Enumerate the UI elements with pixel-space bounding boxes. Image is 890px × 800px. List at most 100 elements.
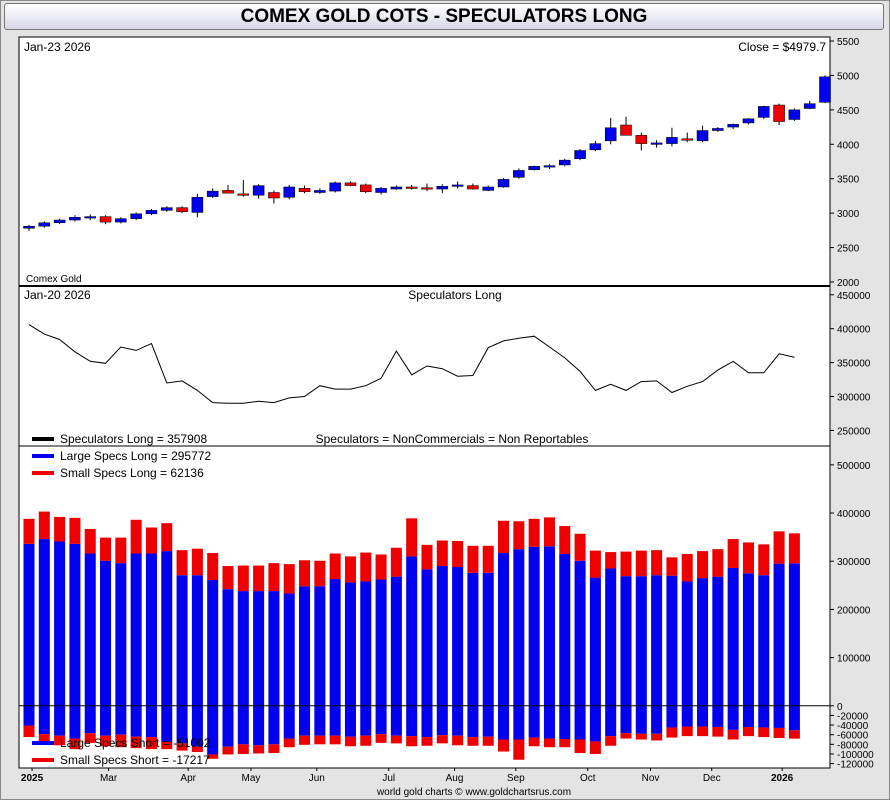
price-candle: [421, 187, 433, 190]
small-specs-long-bar: [145, 527, 157, 554]
line-date-label: Jan-20 2026: [24, 288, 91, 302]
large-specs-long-bar: [589, 577, 601, 706]
small-specs-short-bar: [100, 735, 112, 747]
price-candle: [69, 217, 81, 221]
small-specs-long-bar: [84, 528, 96, 554]
large-specs-short-bar: [130, 705, 142, 737]
small-specs-long-bar: [299, 560, 311, 587]
large-specs-short-bar: [299, 705, 311, 736]
price-candle: [283, 186, 295, 198]
price-candle: [176, 207, 188, 213]
large-specs-long-bar: [54, 541, 66, 706]
small-specs-long-bar: [268, 563, 280, 592]
price-candle: [99, 216, 112, 223]
large-specs-long-bar: [773, 563, 785, 706]
small-specs-short-bar: [559, 739, 571, 748]
small-specs-short-bar: [651, 733, 663, 741]
small-specs-long-bar: [467, 545, 479, 573]
small-specs-short-bar: [115, 734, 127, 748]
small-specs-short-bar: [268, 744, 280, 753]
large-specs-short-bar: [84, 705, 96, 734]
small-specs-long-bar: [421, 544, 433, 570]
x-month-label: Jun: [309, 773, 325, 784]
small-specs-long-bar: [314, 560, 326, 587]
price-candle: [252, 185, 265, 196]
x-month-label: Sep: [507, 773, 525, 784]
small-specs-short-bar: [452, 735, 464, 746]
price-candle: [742, 118, 755, 124]
large-specs-long-bar: [482, 572, 494, 706]
small-specs-long-bar: [635, 550, 647, 577]
chart-title: COMEX GOLD COTS - SPECULATORS LONG: [4, 3, 884, 30]
small-specs-short-bar: [130, 736, 142, 749]
large-specs-short-bar: [528, 705, 540, 738]
small-specs-long-bar: [436, 540, 448, 567]
large-specs-long-bar: [635, 576, 647, 706]
price-candle: [528, 166, 540, 171]
price-series-label: Comex Gold: [26, 274, 82, 285]
large-specs-long-bar: [299, 586, 311, 706]
price-candle: [451, 184, 464, 187]
small-specs-long-bar: [528, 518, 540, 547]
price-close-label: Close = $4979.7: [738, 40, 826, 54]
x-month-label: Nov: [642, 773, 660, 784]
small-specs-short-bar: [299, 735, 311, 745]
price-candle: [589, 143, 602, 151]
large-specs-short-bar: [23, 705, 35, 726]
small-specs-short-bar: [283, 738, 295, 748]
small-specs-long-bar: [100, 537, 112, 561]
price-candle: [405, 186, 418, 189]
price-date-label: Jan-23 2026: [24, 40, 91, 54]
line-panel-title: Speculators Long: [408, 288, 501, 302]
large-specs-short-bar: [482, 705, 494, 737]
large-specs-short-bar: [54, 705, 66, 736]
large-specs-short-bar: [651, 705, 663, 734]
small-specs-short-bar: [467, 737, 479, 746]
price-candle: [666, 137, 678, 144]
price-y-tick-label: 3500: [837, 175, 860, 186]
specs-bars-y-tick-label: 0: [837, 702, 843, 713]
small-specs-long-bar: [452, 540, 464, 568]
small-specs-long-bar: [712, 549, 724, 577]
large-specs-long-bar: [360, 581, 372, 706]
small-specs-short-bar: [620, 733, 632, 739]
price-candle: [467, 185, 479, 190]
large-specs-short-bar: [712, 705, 724, 727]
large-specs-short-bar: [758, 705, 770, 728]
small-specs-long-bar: [130, 519, 142, 554]
specs-bars-y-tick-label: 200000: [837, 605, 871, 616]
large-specs-short-bar: [681, 705, 693, 727]
legend-small-specs-short: Small Specs Short = -17217: [60, 753, 210, 767]
price-candle: [130, 213, 142, 219]
large-specs-short-bar: [406, 705, 418, 737]
specs-bars-y-tick-label: -20000: [837, 711, 869, 722]
price-candle: [390, 186, 403, 190]
price-candle: [375, 188, 387, 193]
legend-swatch-small-short: [32, 758, 54, 762]
legend-small-specs-long: Small Specs Long = 62136: [60, 466, 204, 480]
price-candle: [84, 216, 96, 219]
x-month-label: Mar: [100, 773, 118, 784]
large-specs-long-bar: [666, 575, 678, 706]
small-specs-short-bar: [666, 727, 678, 738]
x-month-label: Apr: [180, 773, 196, 784]
large-specs-long-bar: [69, 543, 81, 706]
small-specs-short-bar: [758, 727, 770, 738]
large-specs-short-bar: [467, 705, 479, 738]
price-candle: [436, 186, 449, 190]
price-candle: [145, 210, 158, 215]
small-specs-short-bar: [574, 739, 586, 753]
large-specs-short-bar: [253, 705, 265, 746]
small-specs-long-bar: [360, 552, 372, 582]
large-specs-short-bar: [360, 705, 372, 736]
price-candle: [513, 170, 525, 178]
price-candle: [482, 186, 494, 191]
price-y-tick-label: 2500: [837, 244, 860, 255]
specs-bars-y-tick-label: -80000: [837, 740, 869, 751]
small-specs-long-bar: [543, 517, 555, 547]
small-specs-long-bar: [482, 545, 494, 573]
speculators-long-line: [28, 324, 795, 404]
large-specs-short-bar: [742, 705, 754, 727]
price-candle: [788, 109, 801, 120]
